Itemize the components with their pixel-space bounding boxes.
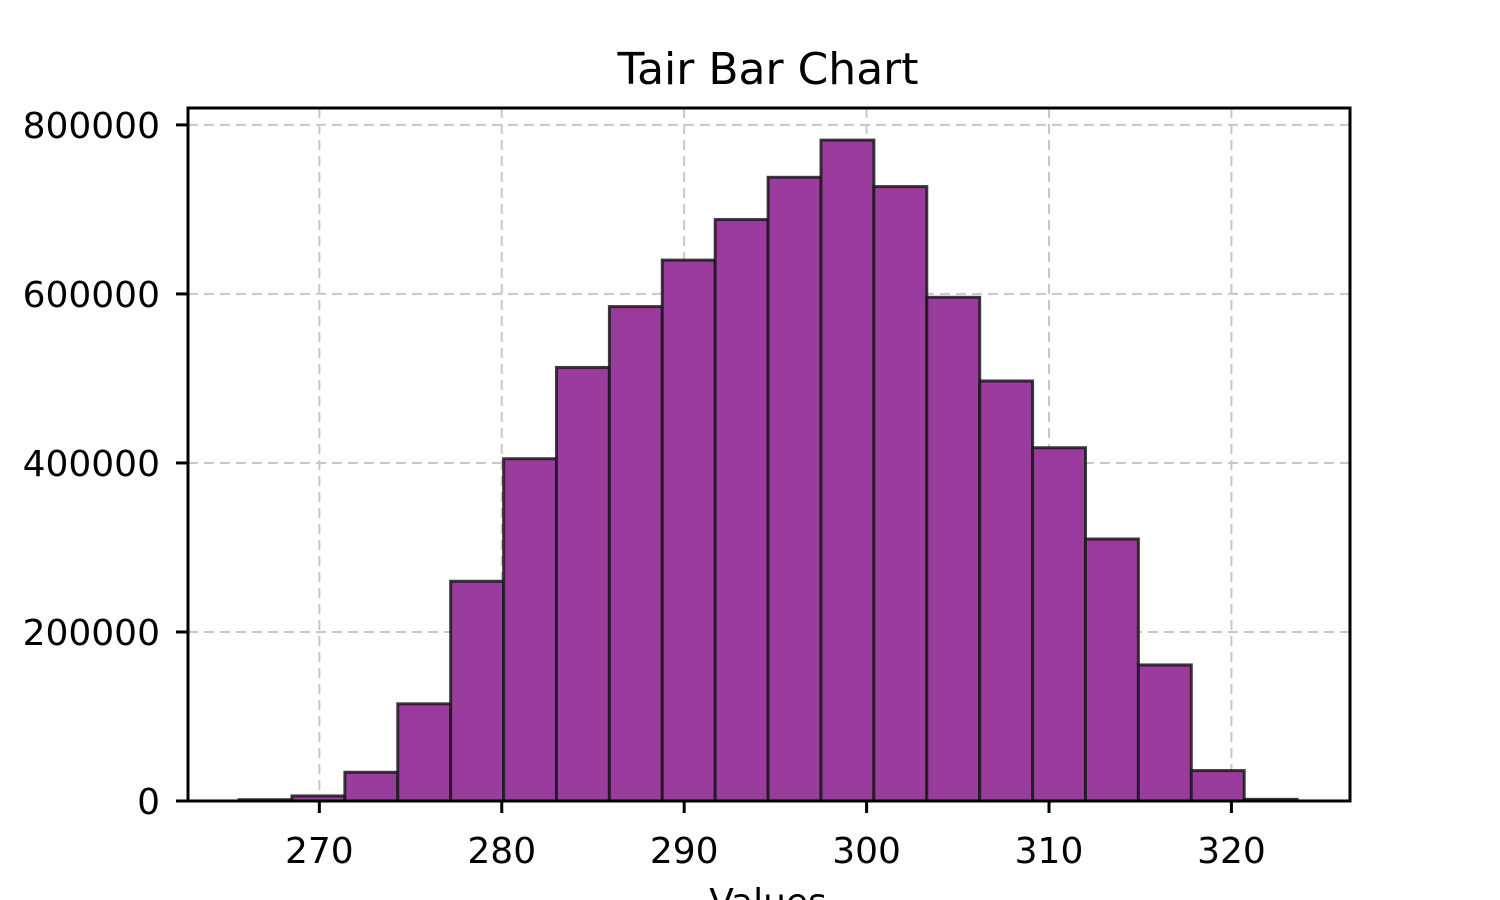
histogram-bar [978, 379, 1035, 803]
histogram-bar [343, 770, 400, 803]
x-tick-label: 290 [650, 831, 719, 872]
x-tick-label: 310 [1015, 831, 1084, 872]
histogram-bar [1189, 769, 1246, 803]
histogram-bar [1083, 537, 1140, 803]
y-tick-label: 400000 [23, 444, 160, 485]
y-tick-label: 200000 [23, 613, 160, 654]
histogram-bar [396, 702, 453, 803]
x-tick-label: 270 [285, 831, 354, 872]
histogram-bar [925, 295, 982, 803]
histogram-bar [713, 218, 770, 803]
histogram-bar [554, 365, 611, 803]
bars [237, 138, 1299, 803]
y-tick-label: 600000 [23, 275, 160, 316]
chart-title: Tair Bar Chart [617, 44, 919, 95]
histogram-bar [766, 175, 823, 803]
histogram-bar [660, 258, 717, 803]
y-tick-label: 800000 [23, 106, 160, 147]
histogram-bar [1031, 446, 1087, 803]
y-axis-ticks: 0 200000 400000 600000 800000 [23, 106, 188, 823]
y-tick-label: 0 [137, 782, 160, 823]
x-tick-label: 320 [1197, 831, 1266, 872]
plot-frame [186, 106, 1352, 803]
x-tick-label: 280 [467, 831, 536, 872]
x-axis-ticks: 270 280 290 300 310 320 [285, 801, 1266, 872]
x-axis-label: Values [709, 882, 827, 900]
x-tick-label: 300 [832, 831, 901, 872]
histogram-bar [872, 185, 929, 803]
histogram-bar [607, 305, 664, 803]
histogram-bar [1136, 663, 1193, 803]
histogram-bar [502, 457, 558, 803]
histogram-bar [819, 138, 876, 803]
histogram-bar [449, 579, 506, 803]
